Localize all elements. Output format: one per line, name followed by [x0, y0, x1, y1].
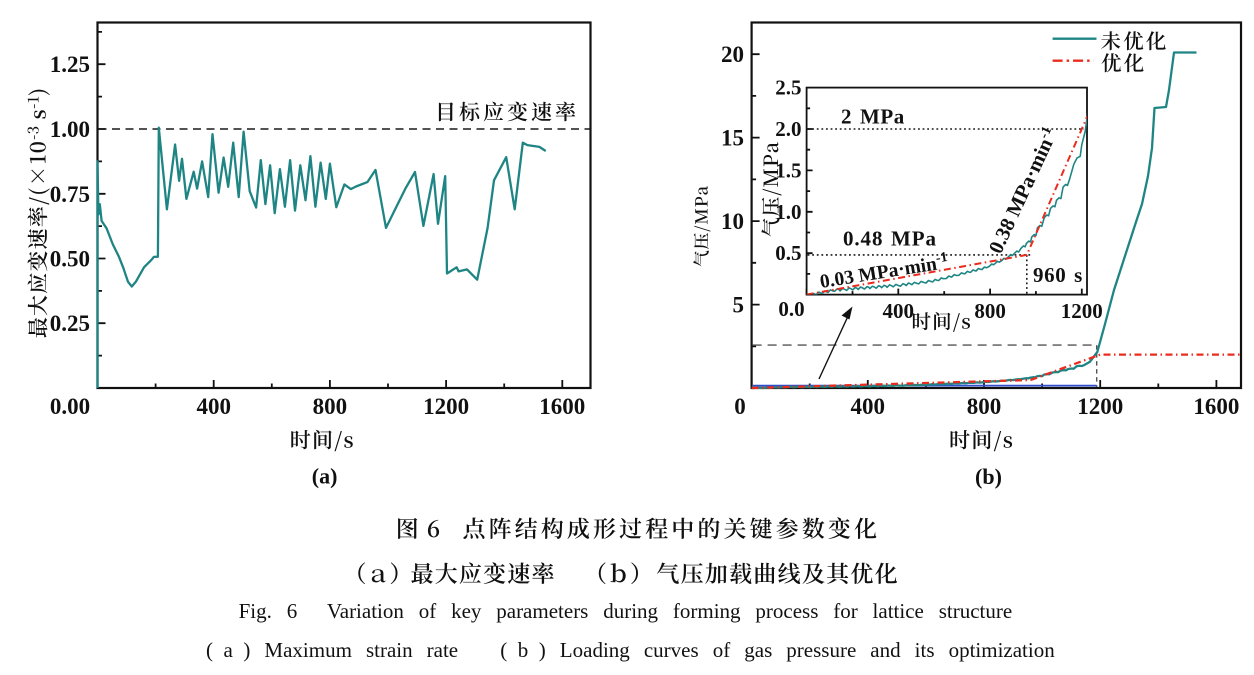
svg-text:0.48 MPa: 0.48 MPa	[843, 227, 937, 251]
svg-text:2.5: 2.5	[775, 76, 801, 100]
svg-text:2.0: 2.0	[775, 117, 801, 141]
svg-text:(b): (b)	[975, 464, 1002, 489]
svg-text:0.00: 0.00	[50, 394, 90, 419]
svg-text:( a ) Maximum strain rate (: ( a ) Maximum strain rate ( b ) Loading …	[206, 638, 1055, 662]
svg-text:400: 400	[196, 394, 231, 419]
svg-text:0: 0	[734, 394, 746, 419]
svg-text:1600: 1600	[539, 394, 585, 419]
svg-text:0.5: 0.5	[775, 241, 801, 265]
svg-text:0.25: 0.25	[50, 311, 90, 336]
svg-text:1600: 1600	[1193, 394, 1239, 419]
svg-text:400: 400	[851, 394, 886, 419]
svg-text:1200: 1200	[1061, 299, 1103, 323]
svg-text:0.0: 0.0	[778, 297, 804, 321]
svg-text:10: 10	[721, 209, 744, 234]
svg-text:0.75: 0.75	[50, 182, 90, 207]
svg-text:960 s: 960 s	[1033, 263, 1083, 287]
svg-text:1200: 1200	[423, 394, 469, 419]
svg-text:1200: 1200	[1077, 394, 1123, 419]
svg-text:20: 20	[721, 42, 744, 67]
svg-text:1.00: 1.00	[50, 117, 90, 142]
svg-text:0.50: 0.50	[50, 247, 90, 272]
svg-text:800: 800	[967, 394, 1002, 419]
svg-text:400: 400	[883, 299, 915, 323]
svg-text:(a): (a)	[312, 464, 338, 489]
svg-text:1.5: 1.5	[775, 158, 801, 182]
svg-text:Fig. 6 Variation of key param: Fig. 6 Variation of key parameters durin…	[239, 599, 1013, 623]
svg-text:5: 5	[733, 293, 745, 318]
svg-text:2 MPa: 2 MPa	[841, 105, 905, 129]
svg-text:1.25: 1.25	[50, 52, 90, 77]
svg-text:1.0: 1.0	[775, 200, 801, 224]
svg-text:15: 15	[721, 126, 744, 151]
svg-text:800: 800	[313, 394, 348, 419]
svg-text:800: 800	[974, 299, 1006, 323]
